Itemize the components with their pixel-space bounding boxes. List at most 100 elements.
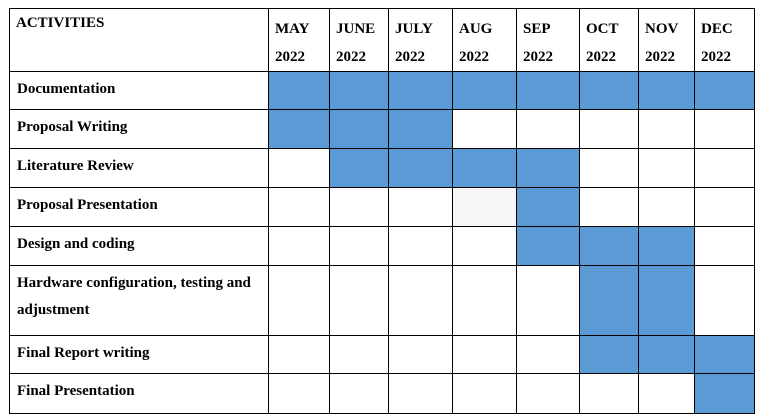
empty-cell-dec	[694, 265, 755, 336]
activity-name: Design and coding	[9, 226, 269, 266]
activity-name: Final Report writing	[9, 335, 269, 374]
gantt-bar-cell-oct	[579, 71, 639, 110]
month-label: OCT	[586, 21, 619, 37]
empty-cell-dec	[694, 109, 755, 149]
gantt-bar-cell-july	[388, 148, 453, 188]
empty-cell-may	[268, 265, 330, 336]
empty-cell-may	[268, 226, 330, 266]
empty-cell-june	[329, 187, 389, 227]
gantt-bar-cell-sep	[516, 71, 580, 110]
empty-cell-oct	[579, 109, 639, 149]
month-label: MAY	[275, 21, 310, 37]
gantt-bar-cell-july	[388, 109, 453, 149]
gantt-bar-cell-sep	[516, 148, 580, 188]
month-header-may: MAY 2022	[268, 8, 330, 72]
empty-cell-nov	[638, 187, 695, 227]
activity-name: Proposal Writing	[9, 109, 269, 149]
activity-row: Final Report writing	[9, 335, 755, 374]
month-label: SEP	[523, 21, 551, 37]
empty-cell-dec	[694, 148, 755, 188]
empty-cell-aug	[452, 187, 517, 227]
empty-cell-oct	[579, 373, 639, 414]
month-header-nov: NOV 2022	[638, 8, 695, 72]
gantt-bar-cell-may	[268, 109, 330, 149]
gantt-bar-cell-aug	[452, 148, 517, 188]
year-label: 2022	[336, 49, 366, 65]
gantt-bar-cell-oct	[579, 335, 639, 374]
gantt-body: Documentation Proposal Writing Literature …	[9, 71, 755, 414]
month-label: DEC	[701, 21, 733, 37]
gantt-bar-cell-dec	[694, 335, 755, 374]
gantt-bar-cell-nov	[638, 226, 695, 266]
activity-name: Proposal Presentation	[9, 187, 269, 227]
year-label: 2022	[701, 49, 731, 65]
empty-cell-oct	[579, 187, 639, 227]
gantt-bar-cell-dec	[694, 71, 755, 110]
month-label: JUNE	[336, 21, 376, 37]
header-row: ACTIVITIES MAY 2022 JUNE 2022 JULY 2022 AUG…	[9, 8, 755, 72]
empty-cell-aug	[452, 373, 517, 414]
month-header-dec: DEC 2022	[694, 8, 755, 72]
month-label: JULY	[395, 21, 433, 37]
year-label: 2022	[275, 49, 305, 65]
activity-name: Documentation	[9, 71, 269, 110]
empty-cell-june	[329, 226, 389, 266]
month-header-june: JUNE 2022	[329, 8, 389, 72]
empty-cell-may	[268, 373, 330, 414]
year-label: 2022	[395, 49, 425, 65]
activity-row: Final Presentation	[9, 373, 755, 414]
empty-cell-june	[329, 335, 389, 374]
empty-cell-july	[388, 335, 453, 374]
activity-row: Proposal Presentation	[9, 187, 755, 227]
empty-cell-aug	[452, 265, 517, 336]
year-label: 2022	[459, 49, 489, 65]
empty-cell-oct	[579, 148, 639, 188]
gantt-bar-cell-aug	[452, 71, 517, 110]
month-label: NOV	[645, 21, 679, 37]
empty-cell-dec	[694, 226, 755, 266]
month-header-sep: SEP 2022	[516, 8, 580, 72]
year-label: 2022	[523, 49, 553, 65]
gantt-bar-cell-may	[268, 71, 330, 110]
gantt-bar-cell-sep	[516, 187, 580, 227]
gantt-bar-cell-oct	[579, 226, 639, 266]
empty-cell-aug	[452, 335, 517, 374]
gantt-bar-cell-oct	[579, 265, 639, 336]
gantt-bar-cell-june	[329, 148, 389, 188]
gantt-bar-cell-nov	[638, 265, 695, 336]
empty-cell-aug	[452, 109, 517, 149]
gantt-bar-cell-june	[329, 71, 389, 110]
activity-row: Design and coding	[9, 226, 755, 266]
empty-cell-nov	[638, 109, 695, 149]
empty-cell-dec	[694, 187, 755, 227]
year-label: 2022	[645, 49, 675, 65]
empty-cell-nov	[638, 148, 695, 188]
activity-name: Final Presentation	[9, 373, 269, 414]
activity-row: Proposal Writing	[9, 109, 755, 149]
month-label: AUG	[459, 21, 493, 37]
gantt-bar-cell-july	[388, 71, 453, 110]
empty-cell-july	[388, 226, 453, 266]
empty-cell-nov	[638, 373, 695, 414]
empty-cell-sep	[516, 109, 580, 149]
empty-cell-sep	[516, 265, 580, 336]
empty-cell-may	[268, 187, 330, 227]
activity-row: Hardware configuration, testing and adju…	[9, 265, 755, 336]
gantt-bar-cell-sep	[516, 226, 580, 266]
gantt-bar-cell-nov	[638, 335, 695, 374]
gantt-bar-cell-june	[329, 109, 389, 149]
empty-cell-july	[388, 373, 453, 414]
year-label: 2022	[586, 49, 616, 65]
activity-name: Literature Review	[9, 148, 269, 188]
activity-row: Documentation	[9, 71, 755, 110]
empty-cell-june	[329, 373, 389, 414]
month-header-aug: AUG 2022	[452, 8, 517, 72]
gantt-table: ACTIVITIES MAY 2022 JUNE 2022 JULY 2022 AUG…	[9, 8, 755, 414]
activity-row: Literature Review	[9, 148, 755, 188]
month-header-oct: OCT 2022	[579, 8, 639, 72]
empty-cell-aug	[452, 226, 517, 266]
activity-name: Hardware configuration, testing and adju…	[9, 265, 269, 336]
gantt-bar-cell-nov	[638, 71, 695, 110]
empty-cell-june	[329, 265, 389, 336]
empty-cell-sep	[516, 373, 580, 414]
